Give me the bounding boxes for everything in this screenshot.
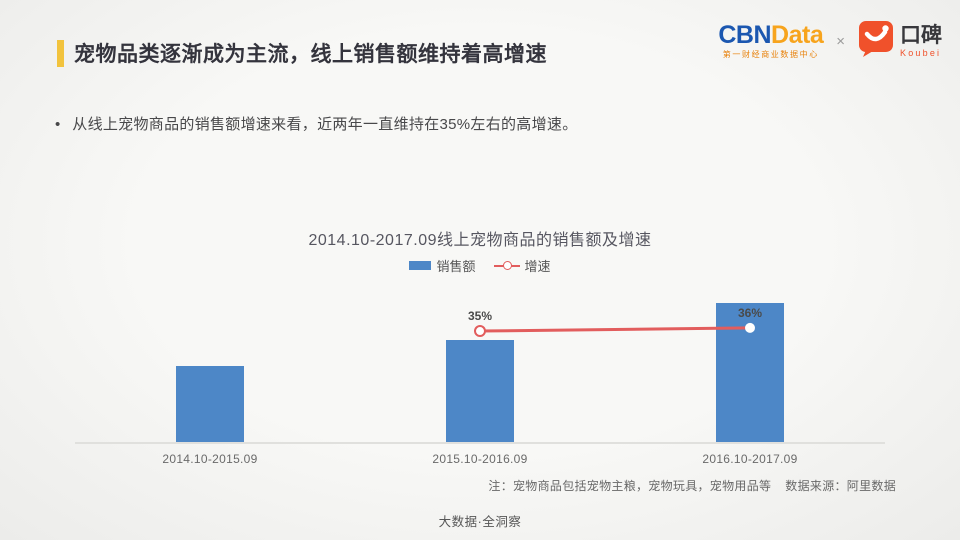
koubei-latin: Koubei: [900, 47, 942, 58]
sales-bar: [446, 340, 514, 442]
chart-plot: 35% 36%: [75, 267, 885, 444]
title-accent-bar: [57, 40, 64, 67]
line-swatch-icon: [493, 261, 520, 270]
chart-categories: 2014.10-2015.09 2015.10-2016.09 2016.10-20…: [75, 452, 885, 466]
cbndata-tagline: 第一财经商业数据中心: [722, 50, 819, 59]
koubei-name: 口碑: [900, 23, 942, 47]
logo-separator: ×: [836, 32, 845, 50]
logo-area: CBNData 第一财经商业数据中心 × 口碑 Koubei: [718, 20, 942, 62]
cbndata-wordmark: CBNData: [718, 23, 823, 48]
x-axis-label: 2016.10-2017.09: [702, 452, 798, 466]
bullet-text: 从线上宠物商品的销售额增速来看，近两年一直维持在35%左右的高增速。: [72, 116, 578, 133]
sales-bar: [176, 366, 244, 442]
x-axis-label: 2015.10-2016.09: [432, 452, 528, 466]
growth-value-label: 35%: [467, 309, 493, 324]
growth-line-overlay: [474, 322, 755, 338]
bar-slot: [75, 267, 345, 442]
koubei-wordmark: 口碑 Koubei: [900, 25, 942, 58]
chart-legend: 销售额 增速: [75, 256, 885, 275]
bullet-row: • 从线上宠物商品的销售额增速来看，近两年一直维持在35%左右的高增速。: [55, 114, 578, 135]
growth-marker: [745, 322, 755, 333]
note-text: 注：宠物商品包括宠物主粮，宠物玩具，宠物用品等: [488, 479, 772, 493]
bullet-marker: •: [55, 116, 61, 133]
bar-slot: [345, 267, 615, 442]
growth-line: [479, 326, 751, 333]
legend-sales-label: 销售额: [436, 259, 476, 274]
data-text: Data: [771, 21, 824, 49]
growth-marker: [474, 325, 486, 338]
chart-note: 注：宠物商品包括宠物主粮，宠物玩具，宠物用品等 数据来源：阿里数据: [488, 477, 896, 494]
legend-growth-label: 增速: [524, 259, 551, 274]
data-source: 数据来源：阿里数据: [785, 479, 896, 493]
page-title: 宠物品类逐渐成为主流，线上销售额维持着高增速: [74, 43, 547, 66]
legend-item-sales: 销售额: [409, 256, 476, 275]
koubei-logo: 口碑 Koubei: [858, 20, 942, 62]
x-axis-label: 2014.10-2015.09: [162, 452, 258, 466]
chart-title: 2014.10-2017.09线上宠物商品的销售额及增速: [308, 232, 652, 249]
koubei-smile-icon: [858, 20, 894, 62]
growth-value-label: 36%: [737, 305, 763, 320]
cbndata-logo: CBNData 第一财经商业数据中心: [718, 23, 823, 59]
legend-item-growth: 增速: [493, 256, 551, 275]
bar-swatch-icon: [409, 261, 432, 270]
footer-text: 大数据·全洞察: [438, 515, 522, 529]
cbn-text: CBN: [718, 21, 772, 49]
